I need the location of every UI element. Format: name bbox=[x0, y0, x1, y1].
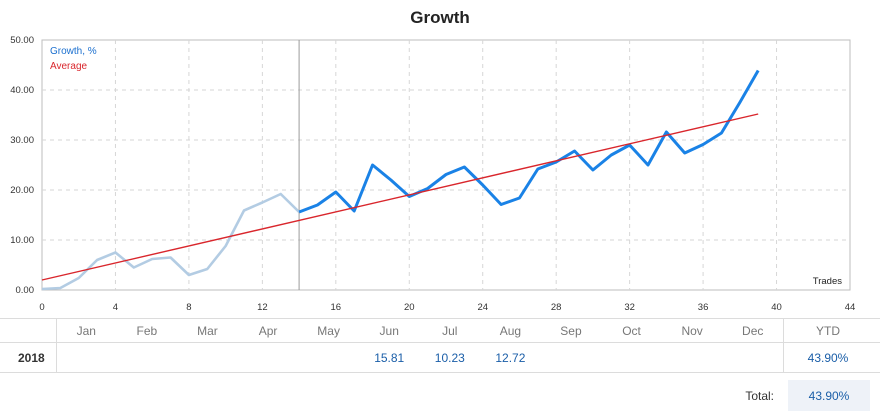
month-value: 15.81 bbox=[374, 351, 405, 365]
legend-average: Average bbox=[50, 61, 88, 72]
y-tick-label: 0.00 bbox=[16, 285, 35, 296]
y-tick-label: 20.00 bbox=[10, 185, 34, 196]
table-header-divider bbox=[0, 342, 880, 343]
table-year-divider bbox=[56, 318, 57, 372]
month-header: Aug bbox=[499, 324, 522, 338]
month-value: 12.72 bbox=[495, 351, 526, 365]
month-header: Apr bbox=[258, 324, 278, 338]
table-ytd-divider bbox=[783, 318, 784, 372]
growth-chart: 0.00 10.00 20.00 30.00 40.00 50.00 0 4 8 12 16 20 24… bbox=[10, 35, 856, 313]
legend-growth: Growth, % bbox=[50, 46, 97, 57]
month-header: Mar bbox=[197, 324, 218, 338]
chart-title: Growth bbox=[410, 8, 470, 27]
month-header: Jul bbox=[442, 324, 458, 338]
month-header: Jun bbox=[379, 324, 399, 338]
growth-line bbox=[298, 69, 760, 214]
x-tick-label: 20 bbox=[404, 302, 415, 313]
month-header: Feb bbox=[136, 324, 158, 338]
total-value: 43.90% bbox=[808, 389, 850, 403]
month-value: 10.23 bbox=[434, 351, 465, 365]
x-tick-label: 24 bbox=[477, 302, 488, 313]
x-tick-label: 28 bbox=[551, 302, 562, 313]
table-top-border bbox=[0, 318, 880, 319]
total-label: Total: bbox=[745, 389, 774, 403]
month-header: Oct bbox=[622, 324, 641, 338]
y-tick-label: 50.00 bbox=[10, 35, 34, 46]
x-tick-label: 4 bbox=[113, 302, 118, 313]
average-line bbox=[41, 113, 759, 281]
year-label: 2018 bbox=[18, 351, 45, 365]
month-header: Sep bbox=[560, 324, 582, 338]
x-tick-label: 0 bbox=[39, 302, 44, 313]
ytd-header: YTD bbox=[816, 324, 840, 338]
month-header: Dec bbox=[742, 324, 764, 338]
x-tick-label: 16 bbox=[331, 302, 342, 313]
y-tick-label: 10.00 bbox=[10, 235, 34, 246]
month-header: Jan bbox=[76, 324, 96, 338]
x-tick-label: 36 bbox=[698, 302, 709, 313]
table-bottom-border bbox=[0, 372, 880, 373]
total-box bbox=[788, 380, 870, 411]
x-axis-label: Trades bbox=[813, 276, 842, 287]
x-tick-label: 8 bbox=[186, 302, 191, 313]
x-tick-label: 12 bbox=[257, 302, 268, 313]
y-tick-label: 30.00 bbox=[10, 135, 34, 146]
y-tick-label: 40.00 bbox=[10, 85, 34, 96]
x-tick-label: 44 bbox=[845, 302, 856, 313]
month-header: May bbox=[317, 324, 340, 338]
month-header: Nov bbox=[681, 324, 703, 338]
ytd-value: 43.90% bbox=[807, 351, 849, 365]
growth-line-history bbox=[41, 192, 301, 291]
x-tick-label: 32 bbox=[624, 302, 635, 313]
x-tick-label: 40 bbox=[771, 302, 782, 313]
